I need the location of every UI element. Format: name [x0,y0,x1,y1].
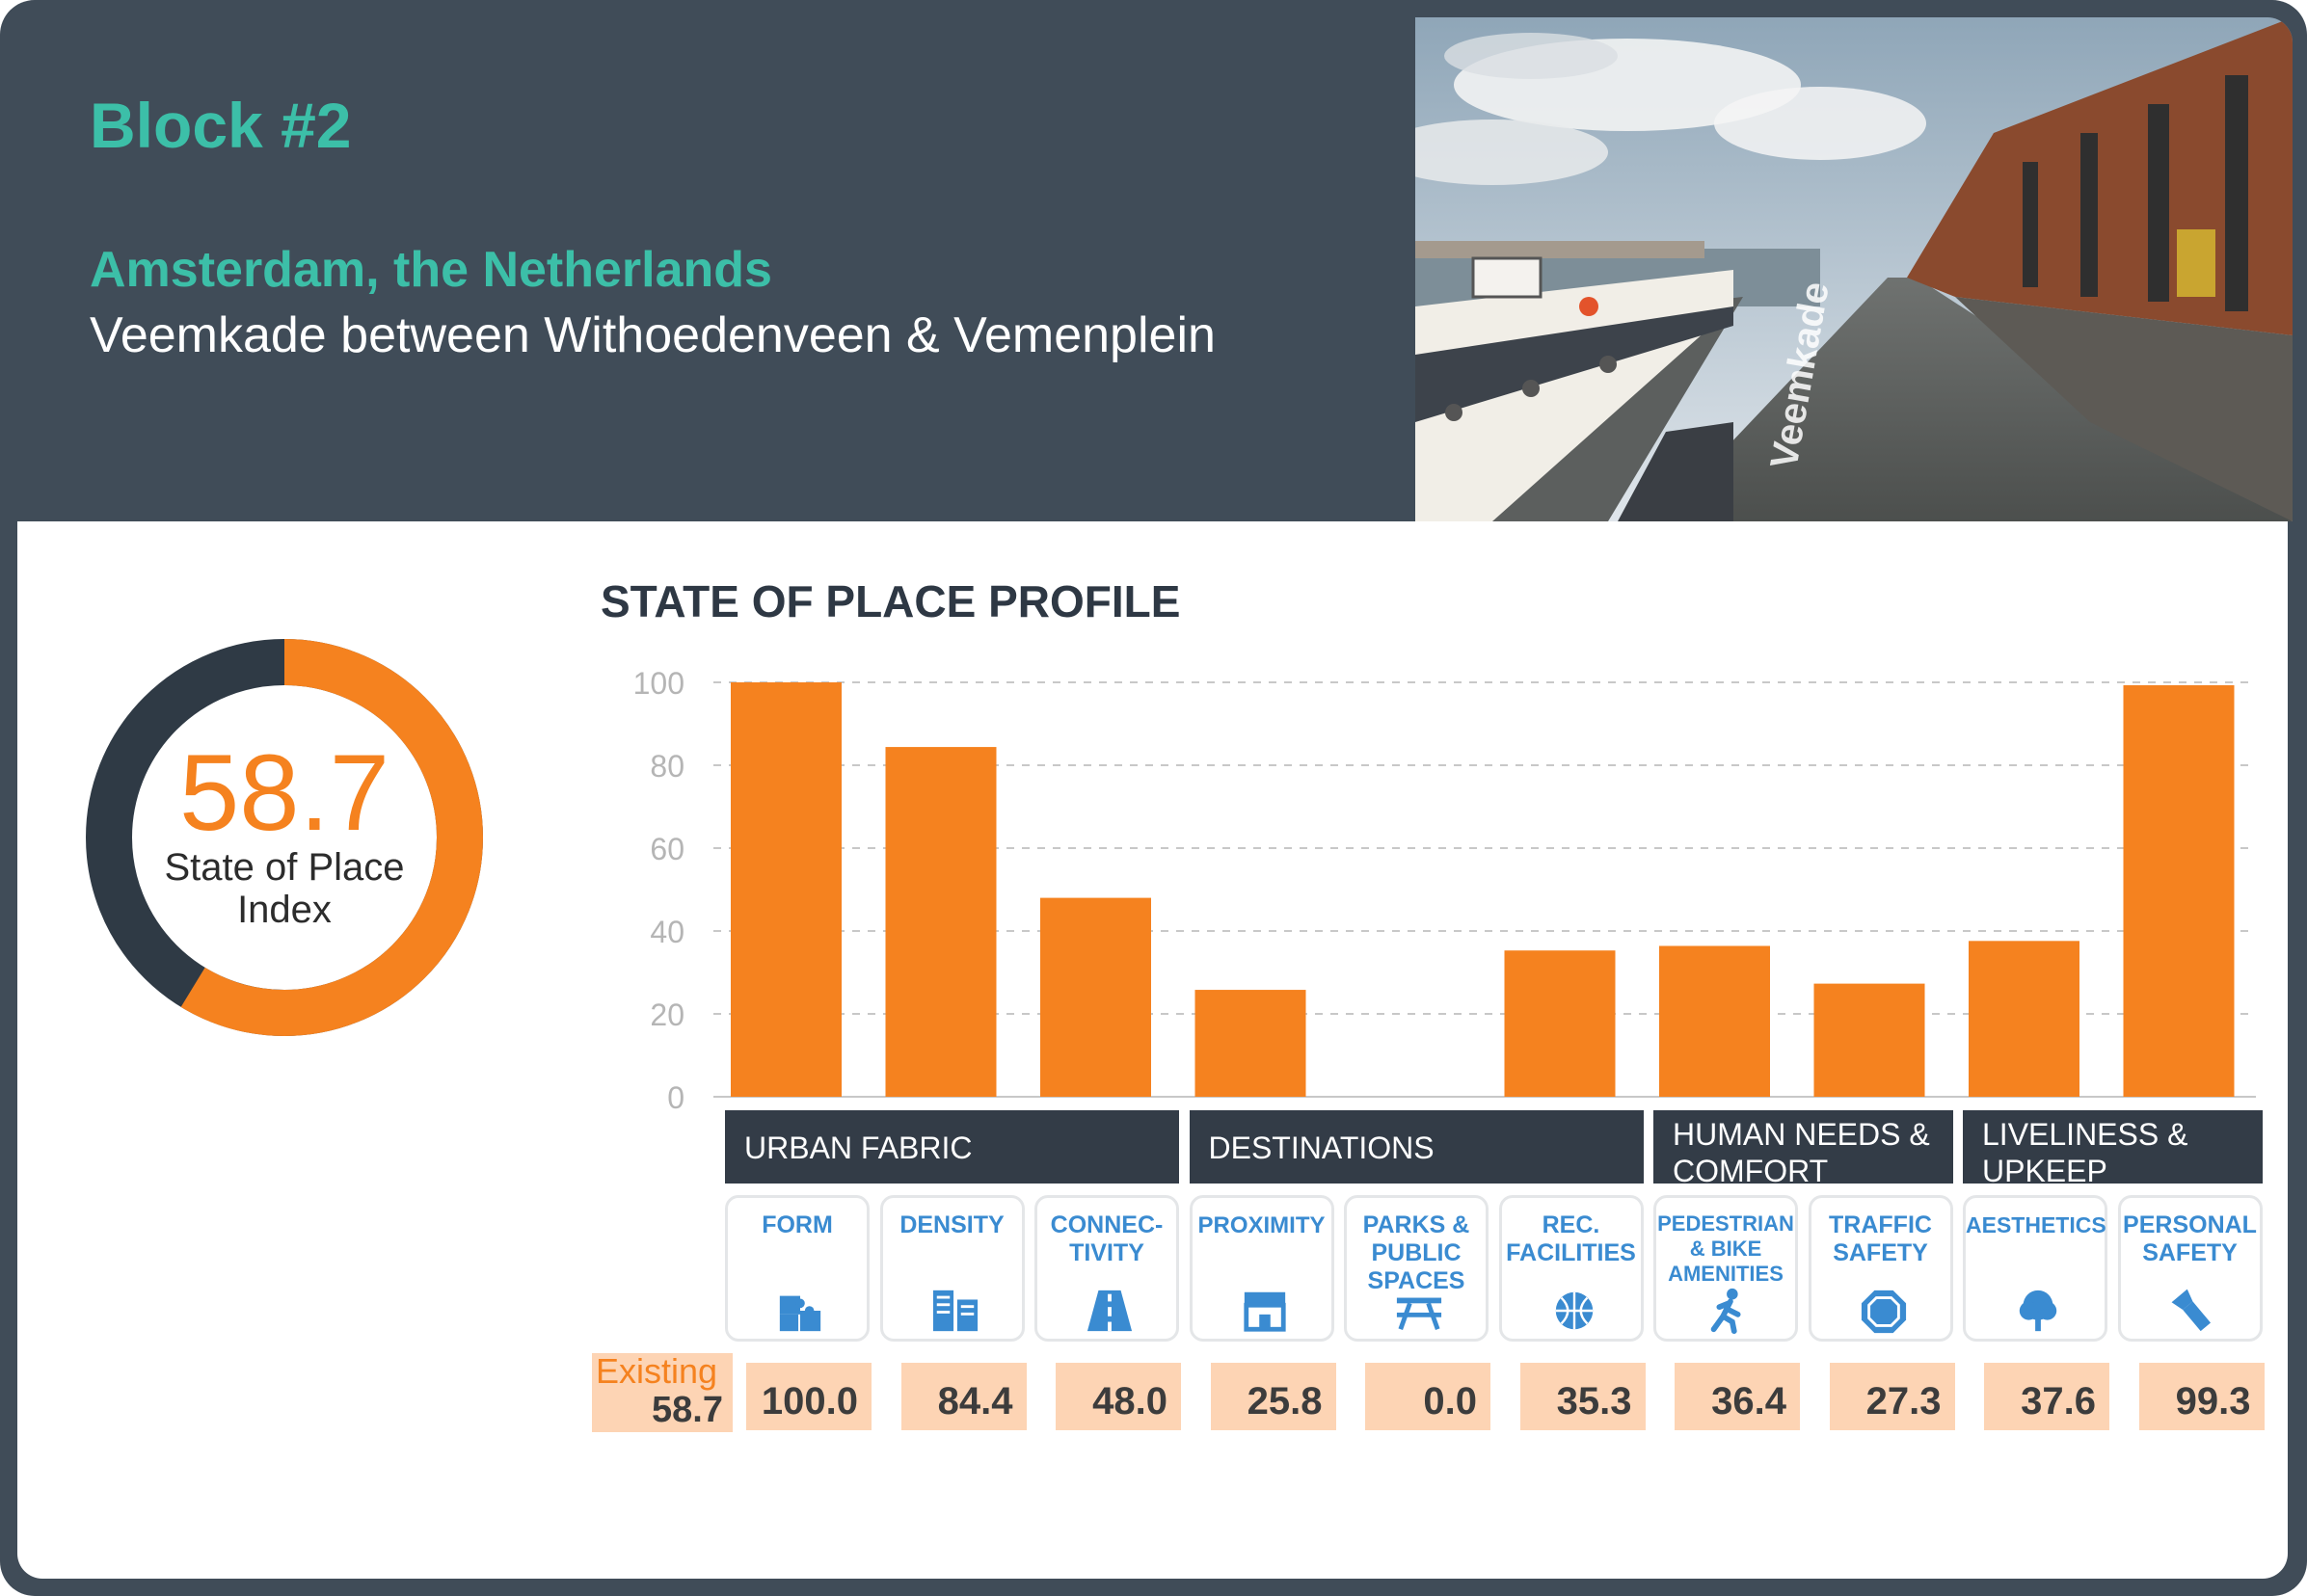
category-label: PERSONAL SAFETY [2123,1211,2257,1266]
storefront-icon [1236,1287,1294,1335]
existing-label: Existing [596,1351,718,1391]
category-score: 35.3 [1519,1363,1646,1430]
bar [2123,685,2235,1097]
category-card: AESTHETICS [1963,1195,2107,1342]
index-label: State of Place Index [164,846,405,931]
existing-box [592,1353,733,1432]
stop-sign-icon [1855,1287,1913,1335]
category-score: 36.4 [1675,1363,1800,1430]
pedestrian-icon [1700,1287,1757,1335]
index-value: 58.7 [179,732,389,853]
y-tick-label: 20 [650,998,684,1032]
group-header: LIVELINESS & UPKEEP [1963,1110,2263,1188]
y-tick-label: 80 [650,749,684,784]
category-label: CONNEC- TIVITY [1050,1211,1164,1266]
category-card: TRAFFIC SAFETY [1808,1195,1953,1342]
y-tick-label: 100 [633,666,684,701]
city-name: Amsterdam, the Netherlands [90,242,772,298]
buildings-icon [926,1287,984,1335]
tree-icon [2009,1287,2067,1335]
chart-title: STATE OF PLACE PROFILE [601,576,1181,626]
category-card: DENSITY [879,1195,1025,1342]
category-score: 48.0 [1056,1363,1181,1430]
street-view-photo: Veemkade [1415,17,2293,521]
bar [1659,945,1770,1097]
category-score: 37.6 [1984,1363,2109,1430]
y-tick-label: 40 [650,915,684,949]
group-header: HUMAN NEEDS & COMFORT [1653,1110,1953,1188]
category-card: CONNEC- TIVITY [1034,1195,1179,1342]
category-score: 27.3 [1829,1363,1955,1430]
block-title: Block #2 [90,90,352,161]
group-header: DESTINATIONS [1189,1110,1644,1184]
bars [731,682,2235,1097]
y-tick-label: 60 [650,832,684,866]
category-label: DENSITY [899,1211,1005,1238]
bar [1504,950,1616,1097]
bar [1969,941,2079,1097]
category-label: PARKS & PUBLIC SPACES [1362,1211,1470,1294]
existing-value: 58.7 [652,1390,723,1430]
category-label: AESTHETICS [1966,1212,2106,1237]
category-card: PERSONAL SAFETY [2117,1195,2263,1342]
category-score: 0.0 [1365,1363,1490,1430]
category-card: PROXIMITY [1189,1195,1334,1342]
bar [885,747,997,1097]
bar [1813,983,1925,1097]
road-icon [1081,1287,1139,1335]
bar [1040,897,1151,1097]
y-tick-label: 0 [667,1080,684,1115]
category-score: 84.4 [900,1363,1027,1430]
group-header: URBAN FABRIC [725,1110,1179,1184]
flashlight-icon [2164,1287,2222,1335]
donut-fill [86,639,483,1036]
category-card: REC. FACILITIES [1498,1195,1644,1342]
basketball-icon [1545,1287,1603,1335]
category-label: REC. FACILITIES [1506,1211,1636,1266]
category-card: FORM [725,1195,870,1342]
street-description: Veemkade between Withoedenveen & Vemenpl… [90,307,1216,363]
category-score: 25.8 [1210,1363,1336,1430]
bar [731,682,842,1097]
bar [1194,990,1306,1097]
category-label: TRAFFIC SAFETY [1829,1211,1932,1266]
category-score: 100.0 [746,1363,872,1430]
category-score: 99.3 [2138,1363,2265,1430]
profile-bar-chart: 0 20 40 60 80 100 [633,666,2256,1115]
category-card: PEDESTRIAN & BIKE AMENITIES [1653,1195,1798,1342]
category-label: PROXIMITY [1197,1212,1326,1238]
puzzle-icon [771,1287,829,1335]
picnic-table-icon [1390,1287,1448,1335]
category-label: FORM [762,1211,833,1238]
state-of-place-index-donut [86,639,483,1036]
category-label: PEDESTRIAN & BIKE AMENITIES [1657,1211,1794,1286]
category-card: PARKS & PUBLIC SPACES [1344,1195,1489,1342]
